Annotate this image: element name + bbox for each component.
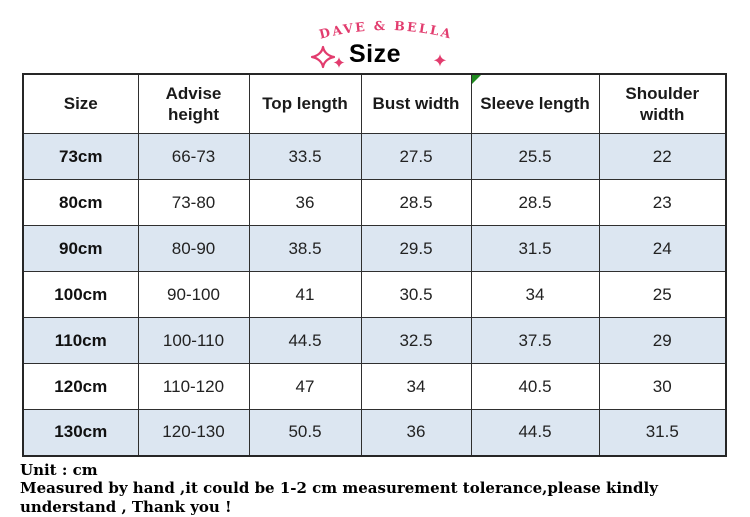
table-row: 80cm 73-80 36 28.5 28.5 23	[22, 179, 727, 226]
cell-shoulder-width: 30	[598, 363, 727, 410]
cell-size: 100cm	[22, 271, 139, 318]
column-header-advise-height: Advise height	[137, 73, 250, 134]
cell-sleeve-length: 44.5	[470, 409, 600, 456]
brand-name: DAVE & BELLA	[318, 18, 453, 42]
cell-size: 110cm	[22, 317, 139, 364]
cell-sleeve-length: 31.5	[470, 225, 600, 272]
cell-top-length: 36	[248, 179, 362, 226]
cell-top-length: 41	[248, 271, 362, 318]
cell-shoulder-width: 22	[598, 133, 727, 180]
table-body: 73cm 66-73 33.5 27.5 25.5 22 80cm 73-80 …	[22, 133, 727, 456]
cell-top-length: 33.5	[248, 133, 362, 180]
cell-sleeve-length: 34	[470, 271, 600, 318]
column-header-sleeve-length: Sleeve length	[470, 73, 600, 134]
cell-advise-height: 100-110	[137, 317, 250, 364]
cell-bust-width: 29.5	[360, 225, 472, 272]
tolerance-note: Measured by hand ,it could be 1-2 cm mea…	[20, 479, 658, 516]
table-row: 110cm 100-110 44.5 32.5 37.5 29	[22, 317, 727, 364]
cell-advise-height: 73-80	[137, 179, 250, 226]
cell-size: 80cm	[22, 179, 139, 226]
cell-bust-width: 32.5	[360, 317, 472, 364]
cell-advise-height: 110-120	[137, 363, 250, 410]
cell-bust-width: 27.5	[360, 133, 472, 180]
cell-top-length: 47	[248, 363, 362, 410]
column-header-bust-width: Bust width	[360, 73, 472, 134]
cell-sleeve-length: 28.5	[470, 179, 600, 226]
cell-size: 73cm	[22, 133, 139, 180]
unit-note: Unit : cm	[20, 460, 98, 479]
cell-bust-width: 36	[360, 409, 472, 456]
size-chart-table: Size Advise height Top length Bust width…	[22, 73, 727, 457]
cell-advise-height: 120-130	[137, 409, 250, 456]
cell-advise-height: 80-90	[137, 225, 250, 272]
column-header-size: Size	[22, 73, 139, 134]
cell-advise-height: 66-73	[137, 133, 250, 180]
cell-size: 120cm	[22, 363, 139, 410]
column-header-shoulder-width: Shoulder width	[598, 73, 727, 134]
table-row: 130cm 120-130 50.5 36 44.5 31.5	[22, 409, 727, 456]
table-row: 90cm 80-90 38.5 29.5 31.5 24	[22, 225, 727, 272]
cell-corner-flag-icon	[472, 75, 481, 84]
table-row: 73cm 66-73 33.5 27.5 25.5 22	[22, 133, 727, 180]
cell-bust-width: 30.5	[360, 271, 472, 318]
cell-top-length: 50.5	[248, 409, 362, 456]
page-title: Size	[348, 40, 402, 68]
table-row: 120cm 110-120 47 34 40.5 30	[22, 363, 727, 410]
cell-top-length: 44.5	[248, 317, 362, 364]
cell-bust-width: 28.5	[360, 179, 472, 226]
cell-shoulder-width: 25	[598, 271, 727, 318]
table-header: Size Advise height Top length Bust width…	[22, 73, 727, 134]
cell-shoulder-width: 29	[598, 317, 727, 364]
cell-bust-width: 34	[360, 363, 472, 410]
cell-sleeve-length: 40.5	[470, 363, 600, 410]
cell-sleeve-length: 25.5	[470, 133, 600, 180]
page-header: DAVE & BELLA Size	[0, 0, 750, 73]
column-header-top-length: Top length	[248, 73, 362, 134]
svg-text:DAVE & BELLA: DAVE & BELLA	[318, 18, 455, 42]
header-row: Size Advise height Top length Bust width…	[22, 73, 727, 134]
cell-shoulder-width: 23	[598, 179, 727, 226]
cell-size: 130cm	[22, 409, 139, 456]
cell-top-length: 38.5	[248, 225, 362, 272]
cell-sleeve-length: 37.5	[470, 317, 600, 364]
cell-advise-height: 90-100	[137, 271, 250, 318]
footer-notes: Unit : cm Measured by hand ,it could be …	[20, 461, 750, 517]
column-header-label: Sleeve length	[480, 94, 590, 114]
table-row: 100cm 90-100 41 30.5 34 25	[22, 271, 727, 318]
cell-shoulder-width: 31.5	[598, 409, 727, 456]
cell-shoulder-width: 24	[598, 225, 727, 272]
cell-size: 90cm	[22, 225, 139, 272]
